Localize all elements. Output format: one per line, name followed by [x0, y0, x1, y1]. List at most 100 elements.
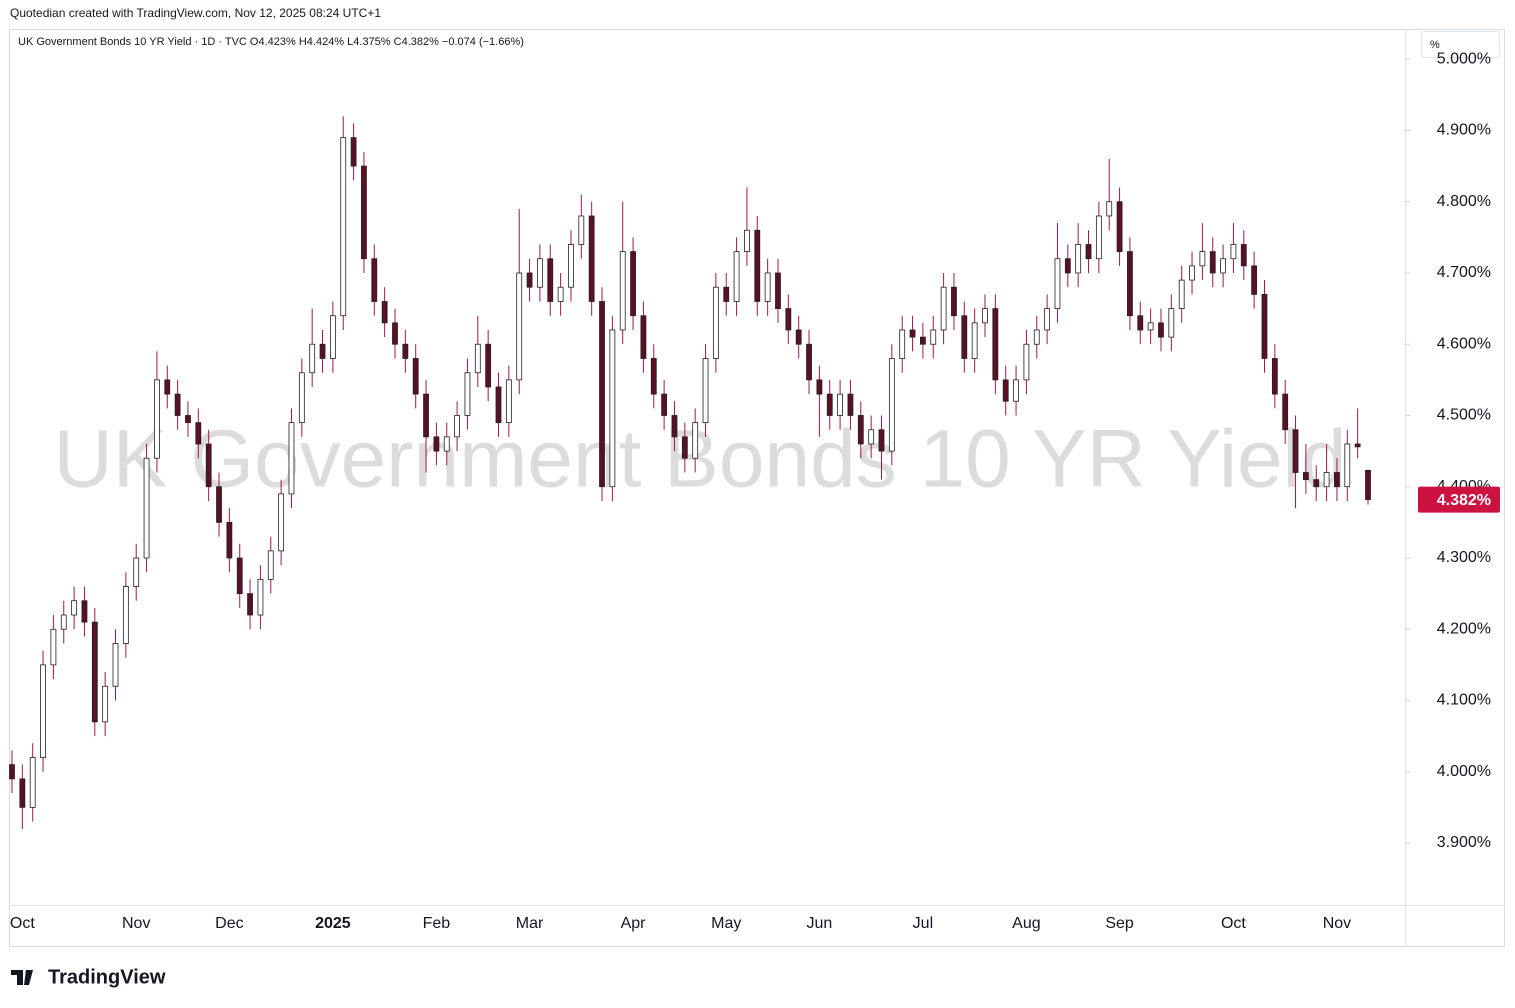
scale-button-label[interactable]: % — [1430, 39, 1440, 51]
candle-body — [650, 358, 657, 395]
candle-body — [91, 621, 98, 723]
candle-body — [474, 343, 481, 374]
candle-body — [1095, 215, 1102, 260]
candle-body — [1147, 322, 1154, 331]
candle-body — [1251, 265, 1258, 295]
candle-body — [247, 593, 253, 616]
watermark: UK Government Bonds 10 YR Yield — [54, 414, 1347, 505]
candle-body — [71, 600, 78, 616]
y-tick-label: 4.600% — [1437, 335, 1491, 352]
y-tick-label: 3.900% — [1437, 834, 1491, 851]
x-tick-label: Oct — [10, 915, 35, 932]
candle-body — [992, 308, 999, 381]
candle-body — [40, 664, 46, 758]
candle-body — [588, 215, 595, 302]
candle-body — [868, 429, 875, 445]
candle-body — [837, 393, 843, 416]
candle-body — [412, 358, 419, 395]
candle-body — [568, 244, 574, 288]
candle-body — [485, 343, 492, 388]
candle-body — [1261, 293, 1268, 359]
candle-body — [1075, 244, 1082, 274]
candle-body — [1033, 329, 1040, 345]
candle-body — [516, 272, 523, 381]
x-tick-label: Oct — [1221, 915, 1246, 932]
candle-body — [764, 272, 771, 302]
candle-body — [309, 343, 316, 374]
candle-body — [454, 415, 460, 438]
candle-body — [971, 322, 978, 359]
candle-body — [392, 322, 398, 345]
candle-body — [112, 643, 119, 687]
candle-body — [236, 557, 243, 595]
x-tick-label: Nov — [122, 915, 150, 932]
candle-body — [630, 251, 636, 317]
candle-body — [795, 329, 802, 345]
candle-body — [640, 315, 647, 359]
candle-body — [50, 628, 57, 666]
candle-body — [185, 415, 191, 424]
y-tick-label: 4.200% — [1437, 620, 1491, 637]
candle-body — [1137, 315, 1144, 331]
candle-body — [267, 550, 274, 580]
candle-body — [1220, 258, 1226, 274]
candle-body — [350, 137, 357, 167]
candle-body — [951, 286, 957, 317]
y-tick-label: 4.100% — [1437, 692, 1491, 709]
candle-body — [371, 258, 378, 302]
candle-body — [1365, 469, 1371, 500]
candle-body — [1282, 393, 1289, 431]
candle-body — [692, 422, 699, 459]
candle-body — [505, 379, 512, 424]
last-price-label: 4.382% — [1437, 492, 1491, 509]
x-tick-label: Sep — [1105, 915, 1134, 932]
candle-body — [599, 301, 605, 488]
candle-body — [29, 757, 36, 808]
candle-body — [578, 215, 585, 245]
candle-body — [681, 436, 688, 459]
x-tick-label: Aug — [1012, 915, 1040, 932]
credit: Quotedian created with TradingView.com, … — [10, 6, 381, 20]
candle-body — [1354, 443, 1361, 448]
candle-body — [298, 372, 305, 424]
candle-body — [154, 379, 160, 459]
candle-body — [537, 258, 543, 288]
candle-body — [930, 329, 937, 345]
candle-body — [423, 393, 429, 438]
x-tick-label: Mar — [516, 915, 544, 932]
candle-body — [361, 165, 367, 260]
candle-body — [547, 258, 554, 302]
candle-body — [464, 372, 471, 416]
candle-body — [712, 286, 719, 359]
candle-body — [940, 286, 947, 331]
candle-body — [785, 308, 792, 331]
candle-body — [1158, 322, 1164, 338]
candle-body — [226, 521, 233, 559]
x-tick-label: Jul — [913, 915, 933, 932]
candle-body — [723, 286, 730, 302]
candles — [9, 116, 1371, 829]
candle-body — [1302, 472, 1309, 481]
candle-body — [133, 557, 140, 587]
candle-body — [1271, 358, 1278, 395]
candle-body — [909, 329, 916, 338]
candle-body — [1189, 265, 1195, 281]
x-tick-label: Dec — [215, 915, 243, 932]
candle-body — [1178, 279, 1185, 310]
candle-body — [9, 764, 15, 780]
candle-body — [920, 336, 926, 345]
candle-body — [1064, 258, 1071, 274]
candle-body — [744, 229, 750, 253]
brand-logo — [11, 970, 33, 985]
candle-body — [754, 229, 761, 302]
candle-body — [1323, 472, 1330, 488]
legend-title: UK Government Bonds 10 YR Yield · 1D · T… — [18, 36, 524, 48]
candle-body — [702, 358, 709, 424]
candle-body — [1334, 472, 1340, 488]
candle-body — [257, 578, 264, 616]
candle-body — [1106, 201, 1113, 217]
scale-button[interactable] — [1421, 31, 1500, 58]
candle-body — [733, 251, 740, 302]
candle-body — [557, 286, 564, 302]
candle-body — [961, 315, 968, 359]
